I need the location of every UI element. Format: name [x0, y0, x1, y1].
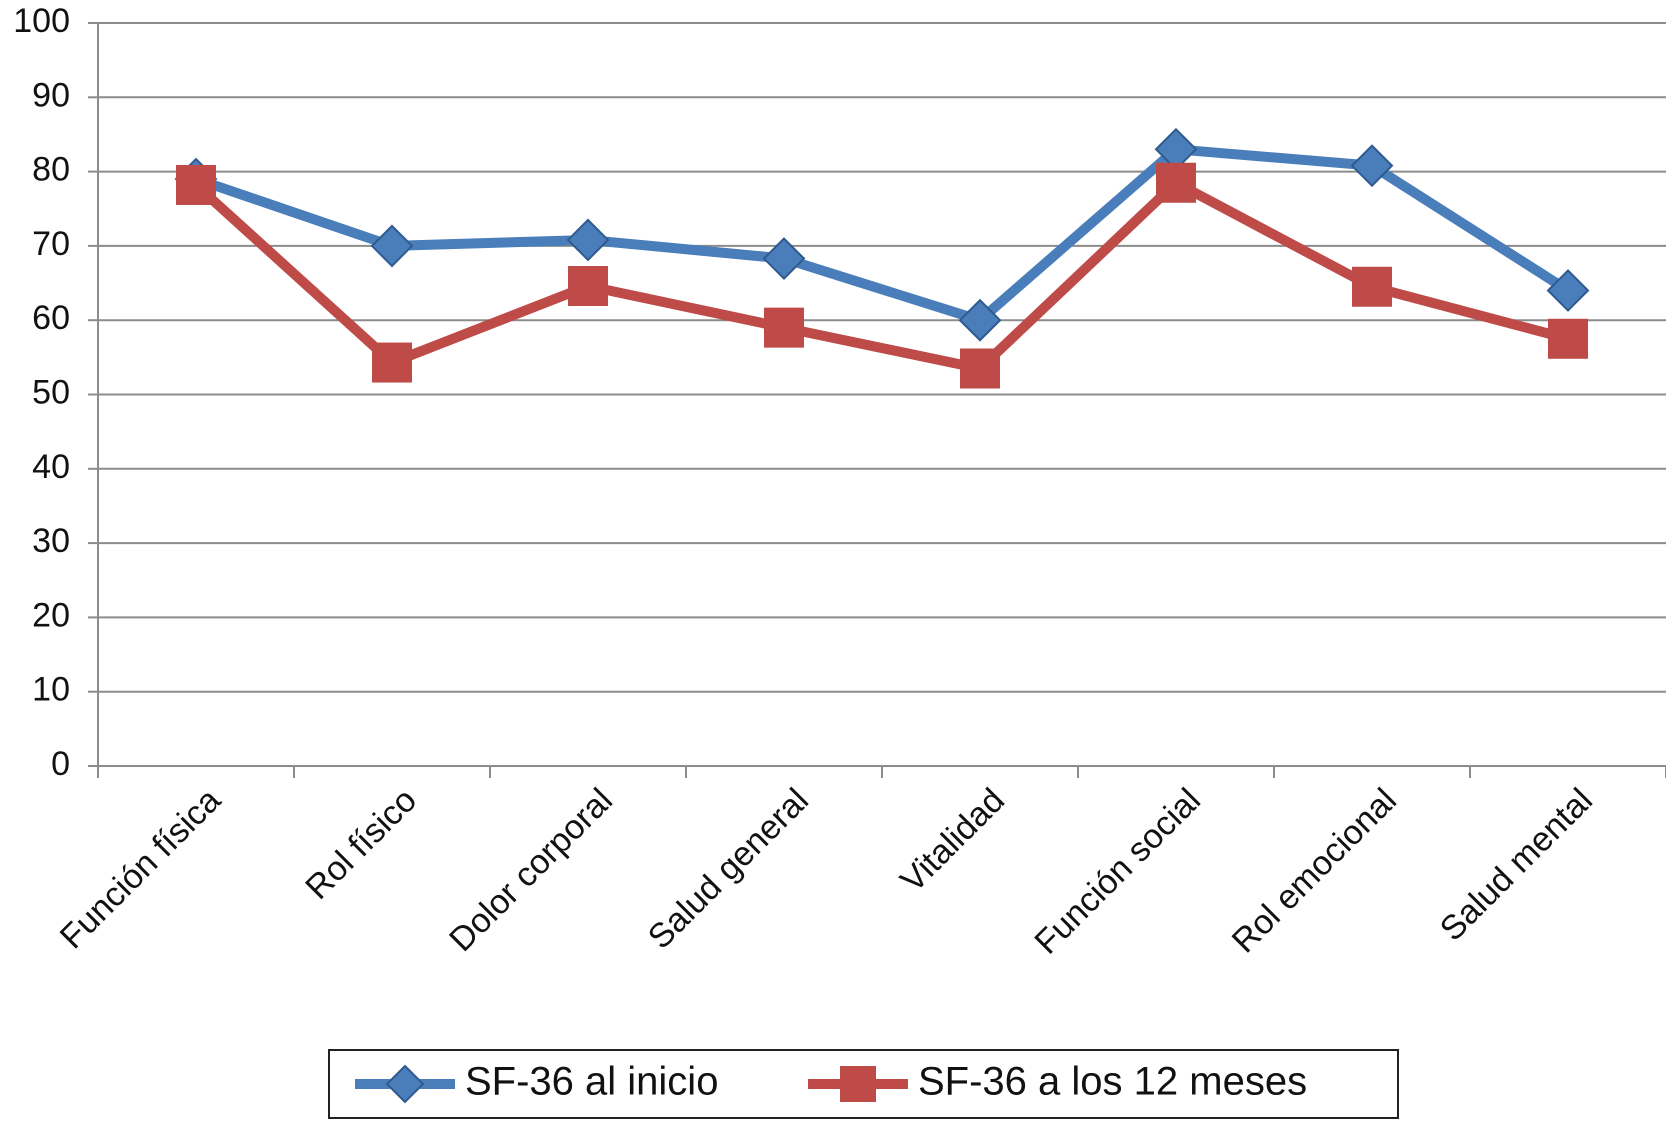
marker — [1546, 269, 1590, 312]
marker — [1156, 162, 1196, 203]
y-tick-label: 100 — [13, 2, 70, 40]
marker — [1352, 266, 1392, 307]
legend-box — [328, 1049, 1399, 1119]
marker — [764, 307, 804, 348]
y-tick-label: 60 — [32, 299, 70, 337]
x-tick-label: Función física — [53, 781, 228, 956]
y-tick-label: 80 — [32, 151, 70, 189]
y-tick-label: 10 — [32, 671, 70, 709]
x-tick-label: Rol físico — [298, 781, 424, 907]
legend-text: SF-36 a los 12 meses — [918, 1060, 1307, 1104]
y-tick-label: 90 — [32, 76, 70, 114]
marker — [762, 237, 806, 280]
x-tick-label: Salud mental — [1433, 781, 1600, 948]
y-tick-label: 30 — [32, 522, 70, 560]
y-tick-label: 50 — [32, 373, 70, 411]
marker — [566, 218, 610, 262]
marker — [568, 266, 608, 307]
marker — [176, 164, 216, 205]
marker — [370, 224, 414, 268]
marker — [1548, 318, 1588, 359]
marker — [1350, 144, 1394, 188]
x-tick-label: Función social — [1027, 781, 1208, 962]
x-tick-label: Salud general — [641, 781, 816, 956]
x-tick-label: Vitalidad — [893, 781, 1012, 900]
y-tick-label: 40 — [32, 448, 70, 486]
x-tick-label: Dolor corporal — [442, 781, 620, 959]
marker — [960, 348, 1000, 389]
line — [192, 177, 1570, 374]
marker — [372, 342, 412, 383]
marker — [958, 298, 1002, 342]
line — [194, 144, 1571, 326]
y-tick-label: 0 — [51, 745, 70, 783]
marker — [385, 1064, 425, 1104]
y-tick-label: 70 — [32, 225, 70, 263]
x-tick-label: Rol emocional — [1225, 781, 1404, 960]
y-tick-label: 20 — [32, 596, 70, 634]
legend-text: SF-36 al inicio — [465, 1060, 718, 1104]
marker — [840, 1066, 876, 1102]
